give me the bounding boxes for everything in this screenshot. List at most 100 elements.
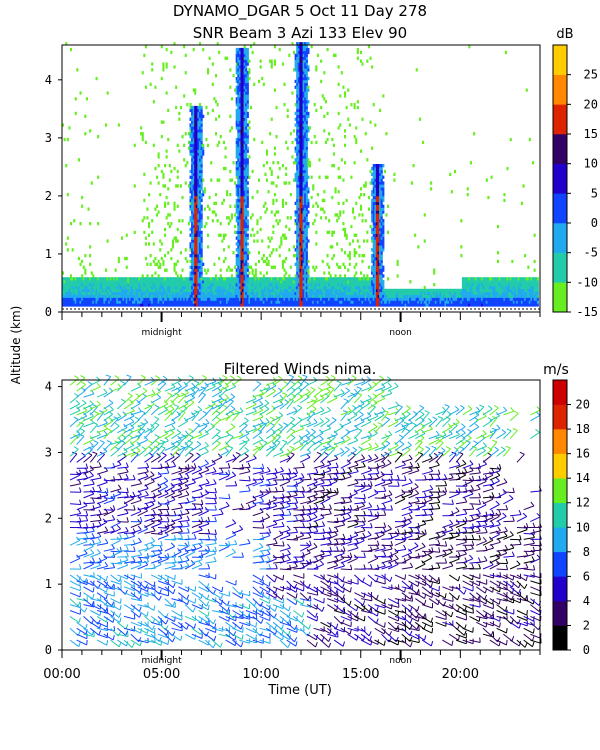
snr-cell — [237, 146, 240, 150]
snr-cell — [363, 277, 366, 281]
snr-cell — [237, 103, 240, 107]
snr-cell — [280, 297, 283, 301]
snr-cell — [305, 265, 308, 269]
snr-cell — [242, 242, 245, 246]
snr-cell — [243, 210, 246, 214]
snr-cell — [342, 222, 345, 226]
snr-cell — [332, 285, 335, 290]
snr-cell — [324, 140, 327, 145]
snr-cell — [219, 222, 222, 226]
snr-cell — [371, 190, 374, 194]
snr-cell — [167, 137, 170, 142]
snr-cell — [299, 285, 302, 290]
snr-cell — [235, 184, 238, 188]
snr-cell — [297, 291, 300, 295]
snr-cell — [358, 213, 361, 217]
snr-cell — [84, 283, 87, 287]
snr-cell — [342, 280, 345, 284]
snr-cell — [296, 50, 299, 55]
snr-cell — [253, 280, 256, 284]
snr-cell — [237, 137, 240, 142]
snr-cell — [356, 277, 359, 281]
snr-cell — [272, 230, 275, 234]
snr-cell — [245, 248, 248, 252]
snr-cell — [301, 303, 304, 307]
snr-cell — [299, 195, 302, 200]
snr-cell — [285, 294, 288, 298]
snr-cell — [168, 283, 171, 287]
snr-cell — [195, 201, 198, 205]
snr-cell — [242, 227, 245, 232]
snr-cell — [122, 294, 125, 298]
snr-cell — [253, 288, 256, 293]
snr-cell — [375, 256, 378, 261]
snr-cell — [192, 187, 195, 191]
snr-cell — [243, 175, 246, 179]
snr-cell — [302, 85, 305, 89]
snr-cell — [191, 111, 194, 116]
snr-cell — [73, 280, 76, 284]
snr-cell — [194, 201, 197, 205]
snr-cell — [374, 207, 377, 211]
snr-cell — [375, 291, 378, 295]
snr-cell — [301, 45, 304, 49]
snr-cell — [245, 100, 248, 104]
snr-cell — [246, 219, 249, 223]
snr-cell — [195, 274, 198, 278]
snr-cell — [310, 297, 313, 301]
snr-cell — [337, 294, 340, 298]
snr-cell — [66, 283, 69, 287]
snr-cell — [328, 300, 331, 304]
snr-cell — [133, 303, 136, 307]
snr-cell — [296, 285, 299, 290]
snr-cell — [238, 108, 241, 113]
snr-cell — [342, 277, 345, 281]
snr-cell — [79, 222, 82, 226]
snr-cell — [237, 204, 240, 208]
snr-cell — [242, 108, 245, 113]
snr-cell — [246, 146, 249, 150]
snr-cell — [355, 291, 358, 295]
snr-cell — [267, 288, 270, 293]
snr-cell — [361, 277, 364, 281]
snr-cell — [264, 294, 267, 298]
snr-cell — [235, 143, 238, 147]
snr-cell — [371, 236, 374, 240]
snr-cell — [194, 242, 197, 246]
snr-cell — [194, 178, 197, 182]
snr-cell — [250, 285, 253, 290]
snr-cell — [355, 300, 358, 304]
snr-cell — [199, 198, 202, 203]
snr-cell — [410, 303, 413, 307]
snr-cell — [183, 143, 186, 147]
snr-cell — [132, 277, 135, 281]
snr-cell — [296, 149, 299, 153]
snr-cell — [186, 283, 189, 287]
snr-cell — [374, 285, 377, 290]
snr-cell — [360, 193, 363, 197]
snr-cell — [125, 288, 128, 293]
snr-cell — [356, 239, 359, 243]
snr-cell — [309, 161, 312, 165]
snr-cell — [372, 280, 375, 284]
snr-cell — [356, 50, 359, 55]
snr-cell — [183, 288, 186, 293]
snr-cell — [377, 210, 380, 214]
snr-cell — [246, 82, 249, 86]
snr-cell — [199, 195, 202, 200]
snr-cell — [202, 300, 205, 304]
snr-cell — [242, 143, 245, 147]
snr-cell — [393, 288, 396, 293]
snr-cell — [205, 105, 208, 110]
snr-cell — [375, 303, 378, 307]
snr-cell — [141, 219, 144, 223]
snr-cell — [191, 207, 194, 211]
snr-cell — [210, 294, 213, 298]
snr-cell — [167, 187, 170, 191]
snr-cell — [191, 256, 194, 261]
snr-cell — [329, 291, 332, 295]
snr-cell — [344, 251, 347, 255]
snr-cell — [191, 251, 194, 255]
snr-cell — [344, 91, 347, 95]
snr-cell — [251, 300, 254, 304]
